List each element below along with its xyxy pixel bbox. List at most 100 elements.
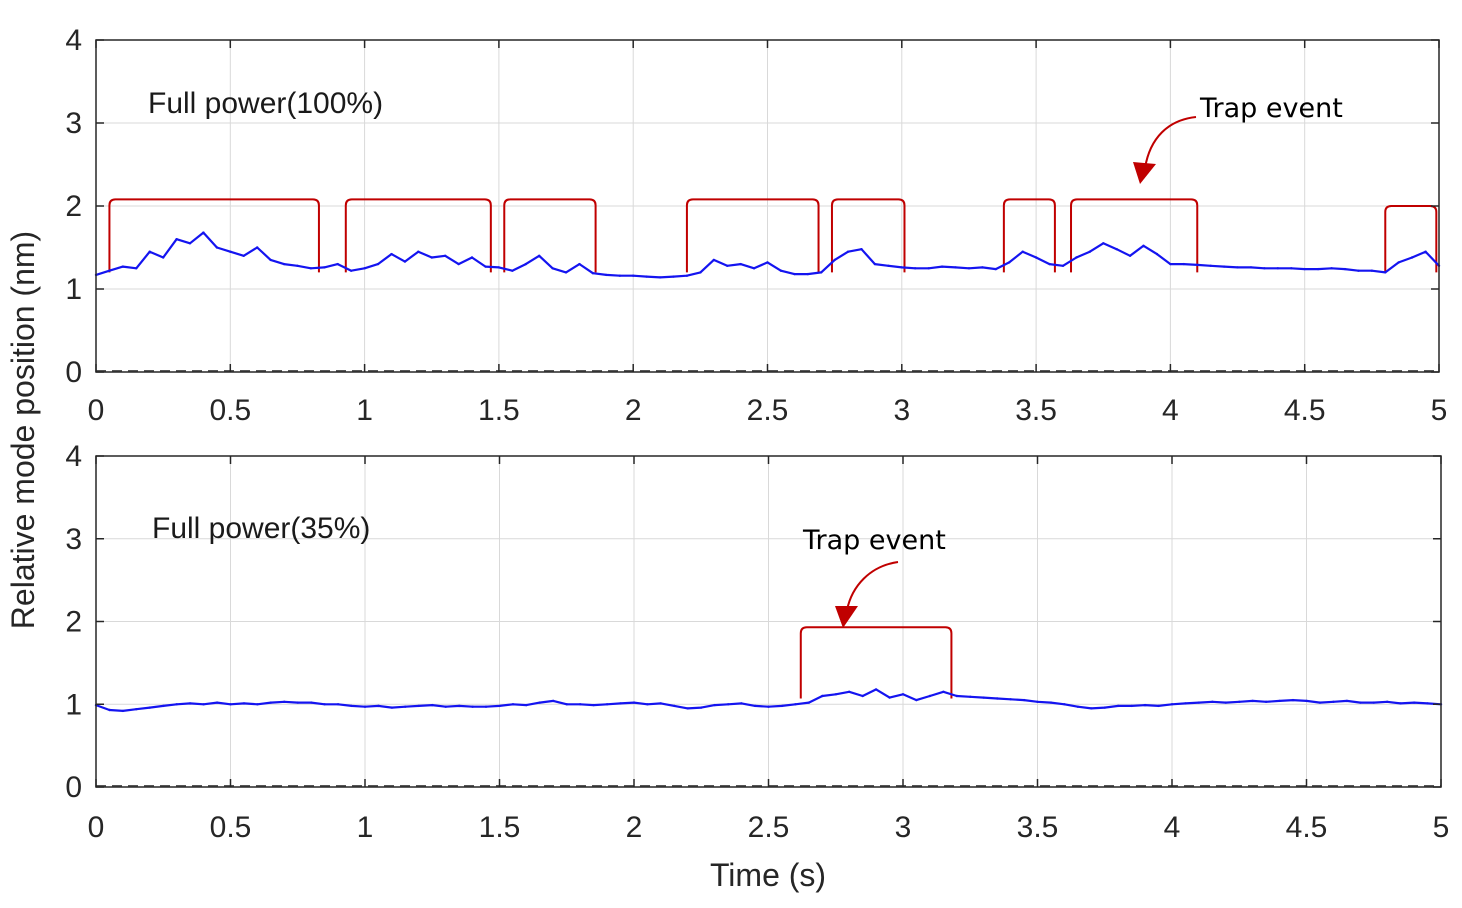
top-data-point	[578, 262, 581, 266]
top-data-point	[309, 267, 313, 270]
top-data-point	[766, 261, 769, 264]
top-data-point	[618, 274, 621, 277]
top-data-point	[1263, 267, 1266, 270]
top-data-point	[148, 250, 151, 253]
bottom-data-point	[1049, 701, 1053, 704]
top-data-point	[1209, 264, 1212, 267]
bottom-data-point	[1130, 704, 1133, 708]
bottom-x-tick-label: 5	[1433, 811, 1450, 844]
bottom-data-point	[1211, 700, 1214, 703]
top-y-tick-label: 3	[65, 107, 82, 140]
top-data-point	[1034, 256, 1038, 259]
bottom-trap-bracket	[799, 626, 953, 699]
top-data-point	[820, 271, 823, 274]
bottom-data-point	[1022, 698, 1026, 702]
bottom-data-point	[108, 708, 111, 712]
bottom-data-point	[162, 704, 165, 708]
bottom-data-point	[1036, 700, 1039, 703]
bottom-data-point	[1412, 701, 1416, 704]
bottom-data-point	[1184, 702, 1187, 705]
bottom-data-point	[256, 703, 259, 706]
bottom-data-point	[1117, 704, 1120, 708]
top-data-point	[336, 262, 339, 266]
bottom-data-point	[552, 699, 555, 703]
top-data-point	[833, 258, 836, 262]
bottom-data-point	[1197, 701, 1201, 704]
top-data-point	[658, 276, 662, 279]
bottom-data-point	[404, 705, 407, 708]
top-data-point	[350, 269, 353, 272]
bottom-data-point	[1399, 702, 1402, 705]
top-y-tick-label: 4	[65, 24, 82, 57]
top-data-point	[188, 242, 192, 245]
top-data-point	[1222, 265, 1226, 268]
top-data-point	[752, 267, 756, 270]
bottom-x-tick-label: 2.5	[748, 811, 790, 844]
bottom-data-point	[1076, 705, 1080, 708]
bottom-data-point	[794, 703, 797, 706]
bottom-data-point	[1291, 698, 1295, 702]
bottom-data-point	[1305, 699, 1308, 703]
top-data-point	[1397, 261, 1400, 264]
top-data-point	[1155, 252, 1159, 256]
bottom-data-point	[390, 706, 394, 709]
bottom-data-point	[121, 709, 125, 713]
bottom-x-tick-label: 0.5	[210, 811, 252, 844]
top-trap-bracket	[503, 198, 597, 273]
top-data-point	[242, 254, 245, 257]
top-data-point	[1410, 256, 1414, 259]
top-data-point	[175, 238, 178, 241]
top-data-point	[215, 246, 219, 249]
bottom-trap-annotation: Trap event	[802, 525, 946, 556]
top-data-point	[511, 269, 514, 272]
bottom-data-point	[1009, 698, 1012, 701]
bottom-data-point	[592, 703, 595, 707]
bottom-panel-label: Full power(35%)	[152, 512, 370, 545]
top-trap-bracket	[830, 198, 906, 273]
top-data-point	[484, 265, 487, 268]
top-data-point	[229, 250, 232, 253]
top-data-point	[1102, 242, 1105, 245]
bottom-data-point	[377, 704, 380, 708]
bottom-data-point	[458, 704, 461, 708]
bottom-data-point	[605, 703, 609, 706]
bottom-data-point	[727, 703, 730, 706]
bottom-data-point	[269, 701, 273, 704]
top-data-point	[1048, 262, 1051, 266]
top-data-point	[1142, 244, 1145, 247]
bottom-data-point	[807, 701, 811, 704]
bottom-data-point	[646, 703, 649, 706]
bottom-x-tick-label: 1	[357, 811, 374, 844]
top-data-point	[1303, 267, 1306, 271]
top-data-point	[994, 267, 997, 271]
bottom-data-point	[901, 693, 905, 696]
top-data-point	[551, 267, 554, 270]
bottom-data-point	[955, 694, 958, 698]
top-data-point	[1008, 261, 1011, 264]
bottom-data-point	[444, 705, 447, 708]
bottom-data-point	[148, 706, 151, 709]
bottom-data-point	[336, 703, 340, 706]
bottom-data-point	[1345, 699, 1349, 703]
top-x-tick-label: 2	[625, 394, 642, 427]
bottom-data-point	[753, 704, 757, 708]
top-data-point	[940, 265, 944, 268]
top-data-point	[632, 274, 635, 277]
bottom-data-point	[296, 701, 299, 704]
bottom-data-point	[686, 707, 689, 710]
bottom-data-point	[632, 701, 636, 704]
top-data-point	[645, 275, 648, 278]
bottom-y-tick-label: 1	[65, 688, 82, 721]
bottom-data-point	[915, 698, 918, 702]
top-data-point	[1088, 250, 1092, 253]
bottom-data-point	[982, 696, 985, 699]
top-y-ticks: 0 1 2 3 4	[65, 24, 1439, 389]
top-data-point	[1021, 250, 1024, 253]
top-data-point	[363, 267, 366, 270]
top-x-ticks: 0 0.5 1 1.5 2 2.5 3 3.5 4 4.5 5	[88, 40, 1447, 427]
top-data-point	[1330, 267, 1333, 270]
bottom-data-point	[659, 702, 663, 705]
bottom-data-point	[619, 702, 622, 705]
top-data-point	[967, 267, 971, 270]
y-axis-label: Relative mode position (nm)	[5, 231, 41, 629]
